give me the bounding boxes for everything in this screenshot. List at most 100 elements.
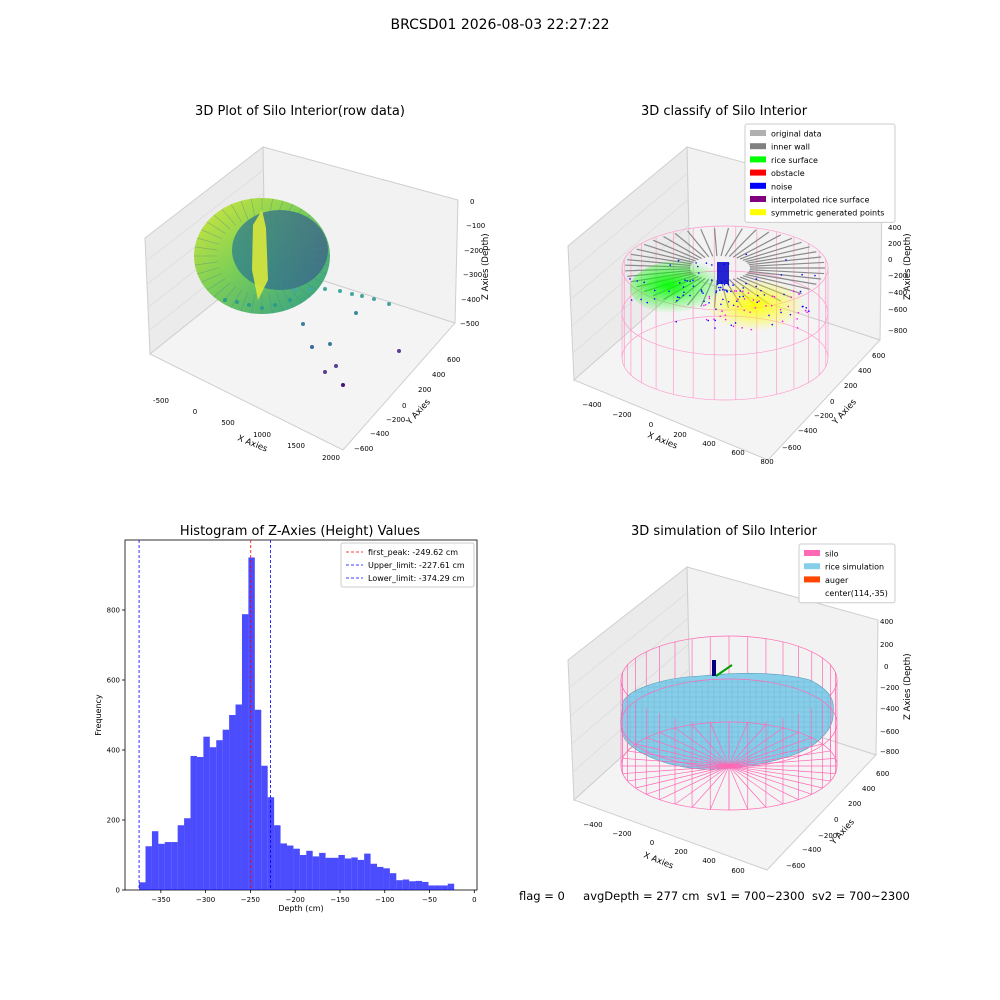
histogram-bar (345, 859, 351, 891)
y-tick-label: 400 (862, 785, 875, 793)
classify-symmetric-points (705, 279, 805, 331)
y-tick-label: 600 (447, 356, 460, 364)
noise-point (679, 282, 681, 284)
interpolated-point (706, 319, 708, 321)
y-tick-label: 600 (872, 352, 885, 360)
x-tick-label: 200 (673, 431, 686, 439)
x-tick-label: −100 (375, 896, 394, 904)
interpolated-point (780, 309, 782, 311)
noise-point (717, 284, 719, 286)
x-tick-label: −150 (330, 896, 349, 904)
x-tick-label: −250 (241, 896, 260, 904)
interpolated-point (737, 298, 739, 300)
noise-point (715, 292, 717, 294)
y-tick-label: 600 (107, 677, 120, 685)
z-tick-label: 400 (880, 618, 893, 626)
x-tick-label: 800 (760, 458, 773, 466)
interpolated-point (719, 316, 721, 318)
x-tick-label: 0 (472, 896, 476, 904)
legend-swatch (804, 550, 820, 556)
interpolated-point (796, 318, 798, 320)
interpolated-point (743, 310, 745, 312)
noise-point (735, 322, 737, 324)
y-tick-label: 400 (107, 747, 120, 755)
histogram-bar (236, 705, 242, 891)
histogram-bar (371, 864, 377, 890)
outlier-point (334, 364, 338, 368)
histogram-bar (293, 849, 299, 890)
classify-3d-plot: −400−20002004006008006004002000−200−400−… (568, 124, 913, 466)
interpolated-point (797, 327, 799, 329)
histogram-bar (396, 880, 402, 890)
x-tick-label: −50 (422, 896, 437, 904)
noise-point (739, 296, 741, 298)
noise-point (808, 310, 810, 312)
y-tick-label: 800 (107, 607, 120, 615)
noise-point (689, 295, 691, 297)
raw-silo-inner-points (232, 210, 328, 290)
noise-point (693, 285, 695, 287)
x-tick-label: -500 (153, 397, 169, 405)
auger-marker (712, 660, 716, 676)
y-tick-label: 0 (402, 402, 406, 410)
histogram-bar (281, 843, 287, 890)
histogram-bar (306, 851, 312, 890)
noise-point (708, 302, 710, 304)
histogram-bar (383, 868, 389, 890)
noise-point (669, 264, 671, 266)
histogram-x-label: Depth (cm) (278, 904, 323, 913)
noise-point (771, 324, 773, 326)
y-tick-label: −400 (370, 430, 389, 438)
noise-point (703, 300, 705, 302)
legend-label: first_peak: -249.62 cm (368, 548, 458, 557)
histogram-bar (416, 881, 422, 890)
histogram-bar (152, 831, 158, 890)
noise-point (678, 297, 680, 299)
noise-point (702, 292, 704, 294)
noise-point (711, 279, 713, 281)
histogram-bar (255, 710, 261, 890)
z-tick-label: −800 (888, 327, 907, 335)
noise-point (714, 327, 716, 329)
simulation-x-label: X Axies (642, 851, 675, 872)
status-footer: flag = 0 avgDepth = 277 cm sv1 = 700~230… (519, 889, 910, 903)
y-tick-label: −600 (782, 444, 801, 452)
z-tick-label: −400 (461, 296, 480, 304)
noise-point (654, 298, 656, 300)
outlier-point (310, 345, 314, 349)
histogram-bar (197, 757, 203, 890)
noise-point (636, 280, 638, 282)
noise-point (686, 280, 688, 282)
legend-label: interpolated rice surface (771, 196, 869, 205)
legend-swatch (750, 143, 766, 149)
x-tick-label: 600 (731, 449, 744, 457)
noise-point (720, 287, 722, 289)
interpolated-point (772, 295, 774, 297)
legend-label: original data (771, 130, 822, 139)
histogram-bar (441, 885, 447, 890)
outlier-point (235, 300, 239, 304)
noise-point (719, 289, 721, 291)
histogram-bar (146, 846, 152, 890)
outlier-point (372, 297, 376, 301)
interpolated-point (751, 329, 753, 331)
histogram-bar (184, 818, 190, 890)
x-tick-label: 500 (221, 419, 234, 427)
legend-swatch (750, 156, 766, 162)
outlier-point (293, 288, 297, 292)
y-tick-label: −400 (802, 846, 821, 854)
noise-point (714, 320, 716, 322)
noise-point (654, 290, 656, 292)
interpolated-point (744, 298, 746, 300)
histogram-legend: first_peak: -249.62 cmUpper_limit: -227.… (341, 543, 474, 587)
outlier-point (288, 298, 292, 302)
noise-point (742, 296, 744, 298)
interpolated-point (771, 305, 773, 307)
z-tick-label: −500 (460, 320, 479, 328)
outlier-point (354, 311, 358, 315)
simulation-3d-plot: −400−20002004006006004002000−200−400−600… (568, 544, 913, 875)
outlier-point (323, 370, 327, 374)
outlier-point (301, 322, 305, 326)
histogram-bar (223, 730, 229, 890)
noise-cluster (717, 262, 729, 284)
